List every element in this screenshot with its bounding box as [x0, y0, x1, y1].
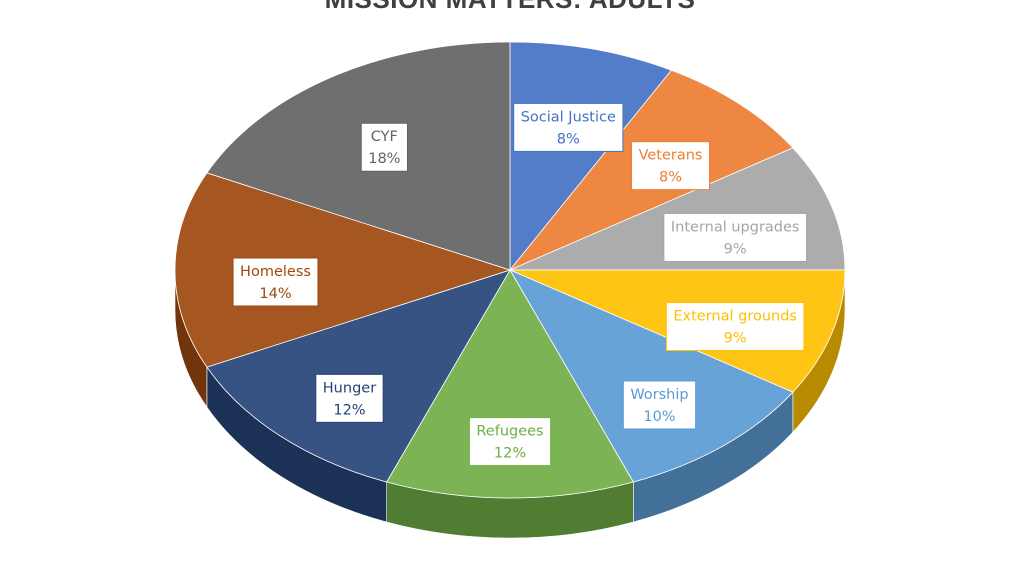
data-label-value: 9%	[724, 331, 747, 347]
slice-cyf	[206, 41, 511, 271]
data-label-box	[468, 417, 552, 467]
data-label-box	[665, 302, 805, 352]
data-label-name: External grounds	[673, 309, 797, 325]
data-label-social-justice: Social Justice 8%	[513, 102, 624, 152]
data-label-value: 10%	[643, 409, 675, 425]
data-label-external-grounds: External grounds 9%	[665, 302, 805, 352]
data-label-name: Hunger	[323, 380, 376, 396]
data-label-name: Internal upgrades	[671, 219, 800, 235]
data-label-name: Worship	[630, 387, 688, 403]
data-label-internal-upgrades: Internal upgrades 9%	[663, 212, 808, 262]
pie-side-walls	[174, 269, 846, 539]
data-label-name: Refugees	[476, 424, 543, 440]
data-label-worship: Worship 10%	[622, 380, 697, 430]
slice-homeless	[174, 172, 512, 368]
data-label-value: 12%	[494, 446, 526, 462]
slice-social-justice	[509, 41, 673, 272]
data-label-box	[232, 257, 319, 307]
data-label-value: 12%	[333, 402, 365, 418]
data-label-box	[622, 380, 697, 430]
slice-worship	[509, 269, 794, 483]
data-label-box	[315, 373, 384, 423]
data-label-refugees: Refugees 12%	[468, 417, 552, 467]
data-label-value: 18%	[368, 151, 400, 167]
data-label-name: Social Justice	[521, 109, 616, 125]
data-label-cyf: CYF 18%	[360, 122, 408, 172]
chart-title: MISSION MATTERS: ADULTS	[325, 0, 696, 14]
data-label-homeless: Homeless 14%	[232, 257, 319, 307]
data-label-value: 8%	[659, 170, 682, 186]
data-label-box	[663, 212, 808, 262]
pie-data-labels: Social Justice 8% Veterans 8% Internal upgra…	[232, 102, 808, 467]
data-label-hunger: Hunger 12%	[315, 373, 384, 423]
data-label-value: 14%	[259, 286, 291, 302]
data-label-name: Homeless	[240, 264, 311, 280]
data-label-box	[360, 122, 408, 172]
slice-refugees	[386, 269, 634, 499]
data-label-box	[631, 141, 710, 191]
data-label-veterans: Veterans 8%	[631, 141, 710, 191]
data-label-box	[513, 102, 624, 152]
data-label-value: 8%	[557, 131, 580, 147]
data-label-name: CYF	[371, 129, 398, 145]
data-label-name: Veterans	[639, 148, 703, 164]
data-label-value: 9%	[724, 241, 747, 257]
